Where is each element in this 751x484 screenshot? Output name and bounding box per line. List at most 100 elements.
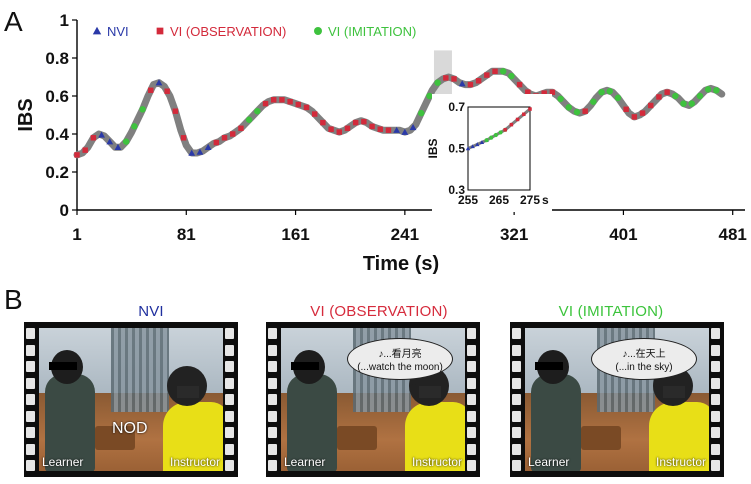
observation-marker — [503, 128, 507, 132]
imitation-marker — [245, 116, 253, 123]
inset-x-unit: s — [542, 193, 549, 207]
y-tick-label: 0.6 — [45, 87, 69, 106]
imitation-marker — [557, 95, 564, 103]
imitation-marker — [565, 104, 573, 111]
inset-y-axis-label: IBS — [426, 138, 440, 158]
observation-marker — [516, 81, 523, 88]
imitation-marker — [489, 135, 494, 140]
observation-marker — [475, 78, 482, 84]
x-tick-label: 1 — [72, 225, 81, 244]
frame-title-observation: VI (OBSERVATION) — [310, 303, 448, 320]
learner-eye-bar — [291, 362, 319, 370]
inset-background — [432, 94, 552, 212]
nvi-marker — [92, 26, 102, 35]
imitation-marker — [426, 92, 433, 100]
observation-marker — [238, 125, 244, 132]
nod-overlay-label: NOD — [112, 420, 148, 437]
observation-marker — [525, 89, 531, 95]
observation-marker — [361, 118, 367, 125]
imitation-marker — [590, 98, 597, 105]
main-plot: 0 0.2 0.4 0.6 0.8 1 1 81 161 241 321 401 481 Time (s)… — [15, 11, 747, 275]
video-still-imitation: ♪...在天上 (...in the sky) Learner Instruct… — [525, 328, 709, 471]
y-tick-label: 0.4 — [45, 125, 69, 144]
imitation-marker — [508, 72, 515, 80]
panel-label-a: A — [4, 6, 23, 37]
video-frame-imitation: ♪...在天上 (...in the sky) Learner Instruct… — [510, 322, 724, 477]
speech-bubble-tail — [653, 376, 663, 388]
imitation-marker — [696, 92, 704, 100]
nvi-marker — [114, 143, 122, 151]
inset-y-tick-label: 0.5 — [448, 142, 465, 156]
inset-x-tick-label: 275 — [520, 193, 540, 207]
learner-figure — [287, 374, 337, 471]
imitation-marker — [434, 79, 441, 86]
observation-marker — [582, 108, 588, 114]
panel-label-b: B — [4, 284, 23, 315]
imitation-marker — [484, 138, 489, 143]
imitation-marker — [713, 87, 720, 94]
instructor-label: Instructor — [655, 455, 706, 469]
bubble-lyrics: ♪...看月亮 — [378, 349, 422, 360]
observation-marker — [509, 122, 514, 127]
observation-marker — [311, 111, 318, 117]
nvi-marker — [465, 146, 471, 151]
bubble-translation: (...in the sky) — [615, 362, 673, 373]
nvi-marker — [204, 143, 212, 151]
observation-marker — [648, 102, 654, 109]
x-tick-label: 241 — [391, 225, 419, 244]
inset-x-tick-label: 255 — [458, 193, 478, 207]
nvi-marker — [106, 138, 114, 145]
observation-marker — [369, 123, 375, 130]
nvi-marker — [196, 148, 204, 155]
observation-marker — [336, 129, 343, 135]
observation-marker — [656, 94, 662, 100]
imitation-marker — [499, 68, 507, 75]
observation-marker — [303, 104, 310, 111]
nvi-marker — [458, 80, 466, 87]
imitation-marker — [418, 109, 425, 117]
observation-marker — [270, 97, 277, 103]
y-tick-label: 0.8 — [45, 49, 69, 68]
nvi-marker — [401, 128, 409, 135]
film-sprocket-holes — [26, 328, 37, 471]
imitation-marker — [598, 88, 605, 96]
instructor-figure — [163, 402, 223, 471]
legend-label: VI (OBSERVATION) — [170, 24, 286, 39]
bubble-translation: (...watch the moon) — [357, 362, 443, 373]
observation-marker — [164, 88, 170, 94]
observation-marker — [541, 90, 547, 96]
imitation-marker — [131, 123, 138, 130]
instructor-label: Instructor — [411, 455, 462, 469]
observation-marker — [148, 87, 154, 94]
learner-figure — [531, 374, 581, 471]
x-tick-label: 321 — [500, 225, 528, 244]
learner-figure — [45, 374, 95, 471]
imitation-marker — [122, 138, 130, 145]
observation-marker — [385, 127, 392, 133]
video-still-observation: ♪...看月亮 (...watch the moon) Learner Inst… — [281, 328, 465, 471]
observation-marker — [467, 81, 474, 88]
observation-marker — [172, 108, 179, 114]
legend-label: NVI — [107, 24, 129, 39]
observation-marker — [664, 89, 670, 95]
ibs-time-series-chart: A 0 0.2 0.4 0.6 0.8 1 1 81 161 241 321 401 481 Time (… — [4, 6, 747, 275]
instructor-figure — [405, 402, 465, 471]
observation-marker — [451, 76, 457, 82]
observation-marker — [180, 135, 187, 141]
observation-marker — [295, 101, 302, 108]
observation-marker — [90, 135, 97, 141]
observation-marker — [443, 75, 449, 81]
imitation-marker — [680, 100, 687, 107]
imitation-marker — [606, 88, 613, 95]
frame-title-imitation: VI (IMITATION) — [558, 303, 664, 320]
bubble-lyrics: ♪...在天上 — [622, 349, 666, 360]
x-tick-label: 481 — [719, 225, 747, 244]
observation-marker — [156, 27, 164, 35]
nvi-marker — [470, 144, 475, 149]
imitation-marker — [139, 106, 146, 113]
inset-plot: 0.3 0.5 0.7 255 265 275 s IBS — [426, 94, 552, 212]
x-tick-label: 81 — [177, 225, 196, 244]
video-frame-nvi: NOD Learner Instructor — [24, 322, 238, 477]
nvi-marker — [98, 131, 105, 138]
observation-marker — [492, 68, 498, 75]
